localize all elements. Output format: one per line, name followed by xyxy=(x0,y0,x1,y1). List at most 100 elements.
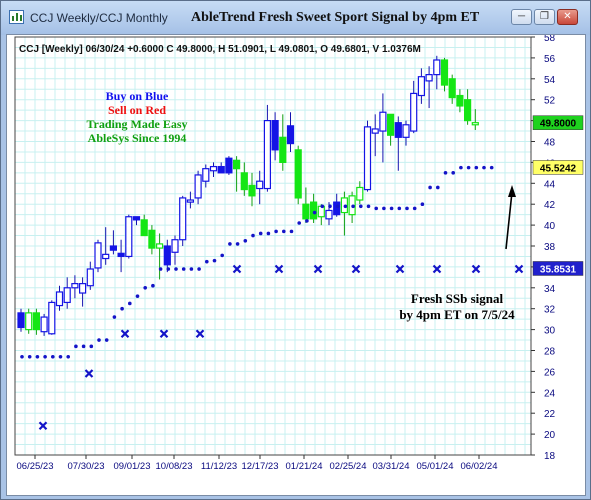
stop-dot xyxy=(389,206,394,211)
candle-body xyxy=(109,245,118,251)
candle-body xyxy=(17,312,25,329)
y-tick-label: 48 xyxy=(544,138,556,149)
x-tick-label: 03/31/24 xyxy=(373,461,410,472)
stop-dot xyxy=(312,210,317,215)
candle-body xyxy=(440,59,449,86)
stop-dot xyxy=(212,258,217,263)
candle-body xyxy=(317,205,325,218)
y-tick-label: 22 xyxy=(544,409,556,420)
candle-body xyxy=(32,312,40,331)
y-tick-label: 32 xyxy=(544,305,556,316)
y-tick-label: 40 xyxy=(544,221,556,232)
stop-dot xyxy=(151,283,155,288)
stop-dot xyxy=(366,204,371,209)
stop-dot xyxy=(251,233,255,238)
stop-dot xyxy=(197,267,201,271)
stop-dot xyxy=(74,344,78,349)
minimize-button[interactable]: ─ xyxy=(511,9,532,25)
y-tick-label: 58 xyxy=(544,35,556,44)
x-signal-mark xyxy=(195,329,205,339)
x-signal-mark xyxy=(84,369,94,378)
stop-dot xyxy=(89,344,94,349)
chart-app-icon xyxy=(9,10,24,24)
x-tick-label: 11/12/23 xyxy=(201,461,237,472)
candle-body xyxy=(263,119,271,190)
candle-body xyxy=(279,136,287,163)
stop-dot xyxy=(189,267,194,271)
stop-dot xyxy=(474,165,479,170)
price-label-box xyxy=(532,160,584,175)
stop-dot xyxy=(405,206,409,211)
candle-body xyxy=(302,203,310,220)
price-label-box xyxy=(532,261,584,276)
candle-body xyxy=(40,316,48,333)
legend-line: AbleSys Since 1994 xyxy=(87,131,187,145)
stop-dot xyxy=(274,229,278,234)
stop-dot xyxy=(443,171,448,175)
x-tick-label: 09/01/23 xyxy=(114,461,151,472)
annotation-arrow xyxy=(505,191,513,250)
candle-body xyxy=(402,124,410,138)
x-tick-label: 10/08/23 xyxy=(156,461,193,472)
candle-body xyxy=(156,243,164,249)
candle-body xyxy=(425,74,433,82)
close-button[interactable]: ✕ xyxy=(557,9,578,25)
stop-dot xyxy=(320,204,325,209)
chart-panel: CCJ [Weekly] 06/30/24 +0.6000 C 49.8000,… xyxy=(6,34,586,496)
stop-dot xyxy=(51,354,55,359)
candle-body xyxy=(271,119,279,151)
info-line: CCJ [Weekly] 06/30/24 +0.6000 C 49.8000,… xyxy=(19,44,421,55)
x-tick-label: 12/17/23 xyxy=(242,461,279,472)
stop-dot xyxy=(359,204,363,209)
window-title: CCJ Weekly/CCJ Monthly xyxy=(30,11,168,25)
candle-body xyxy=(356,186,364,201)
x-tick-label: 02/25/24 xyxy=(330,461,367,472)
restore-button[interactable]: ❐ xyxy=(534,9,555,25)
candle-body xyxy=(363,126,372,191)
stop-dot xyxy=(258,231,263,236)
x-signal-mark xyxy=(159,329,169,339)
candle-body xyxy=(464,99,472,122)
stop-dot xyxy=(43,354,47,359)
stop-dot xyxy=(220,253,224,258)
stop-dot xyxy=(297,221,302,225)
candle-body xyxy=(410,92,418,132)
candle-body xyxy=(117,252,125,258)
chart-title: AbleTrend Fresh Sweet Sport Signal by 4p… xyxy=(191,10,480,25)
stop-dot xyxy=(382,206,386,211)
stop-dot xyxy=(112,315,117,319)
stop-dot xyxy=(420,202,425,206)
stop-dot xyxy=(397,206,402,211)
x-signal-mark xyxy=(313,264,323,274)
legend-line: Trading Made Easy xyxy=(86,117,188,131)
stop-dot xyxy=(228,242,232,246)
y-tick-label: 52 xyxy=(544,96,556,107)
candle-body xyxy=(456,94,464,107)
stop-dot xyxy=(66,354,70,359)
stop-dot xyxy=(328,204,332,209)
y-tick-label: 34 xyxy=(544,284,556,295)
y-tick-label: 42 xyxy=(544,200,556,211)
x-signal-mark xyxy=(432,264,442,274)
candle-body xyxy=(186,199,194,203)
candle-body xyxy=(294,149,302,199)
candle-body xyxy=(217,165,225,174)
candlestick-chart: CCJ [Weekly] 06/30/24 +0.6000 C 49.8000,… xyxy=(14,35,584,472)
stop-dot xyxy=(436,185,440,190)
x-tick-label: 01/21/24 xyxy=(286,461,323,472)
stop-dot xyxy=(305,219,309,223)
stop-dot xyxy=(166,267,171,271)
title-bar[interactable]: CCJ Weekly/CCJ Monthly AbleTrend Fresh S… xyxy=(1,1,590,35)
price-label: 49.8000 xyxy=(540,119,577,130)
candle-body xyxy=(394,122,402,138)
candle-body xyxy=(86,268,94,287)
stop-dot xyxy=(27,354,32,359)
x-tick-label: 07/30/23 xyxy=(68,461,105,472)
stop-dot xyxy=(428,185,432,190)
x-signal-mark xyxy=(514,264,524,274)
candle-body xyxy=(256,180,264,190)
candle-body xyxy=(209,165,218,172)
candle-body xyxy=(102,253,110,260)
candle-body xyxy=(448,78,456,99)
stop-dot xyxy=(174,267,178,271)
